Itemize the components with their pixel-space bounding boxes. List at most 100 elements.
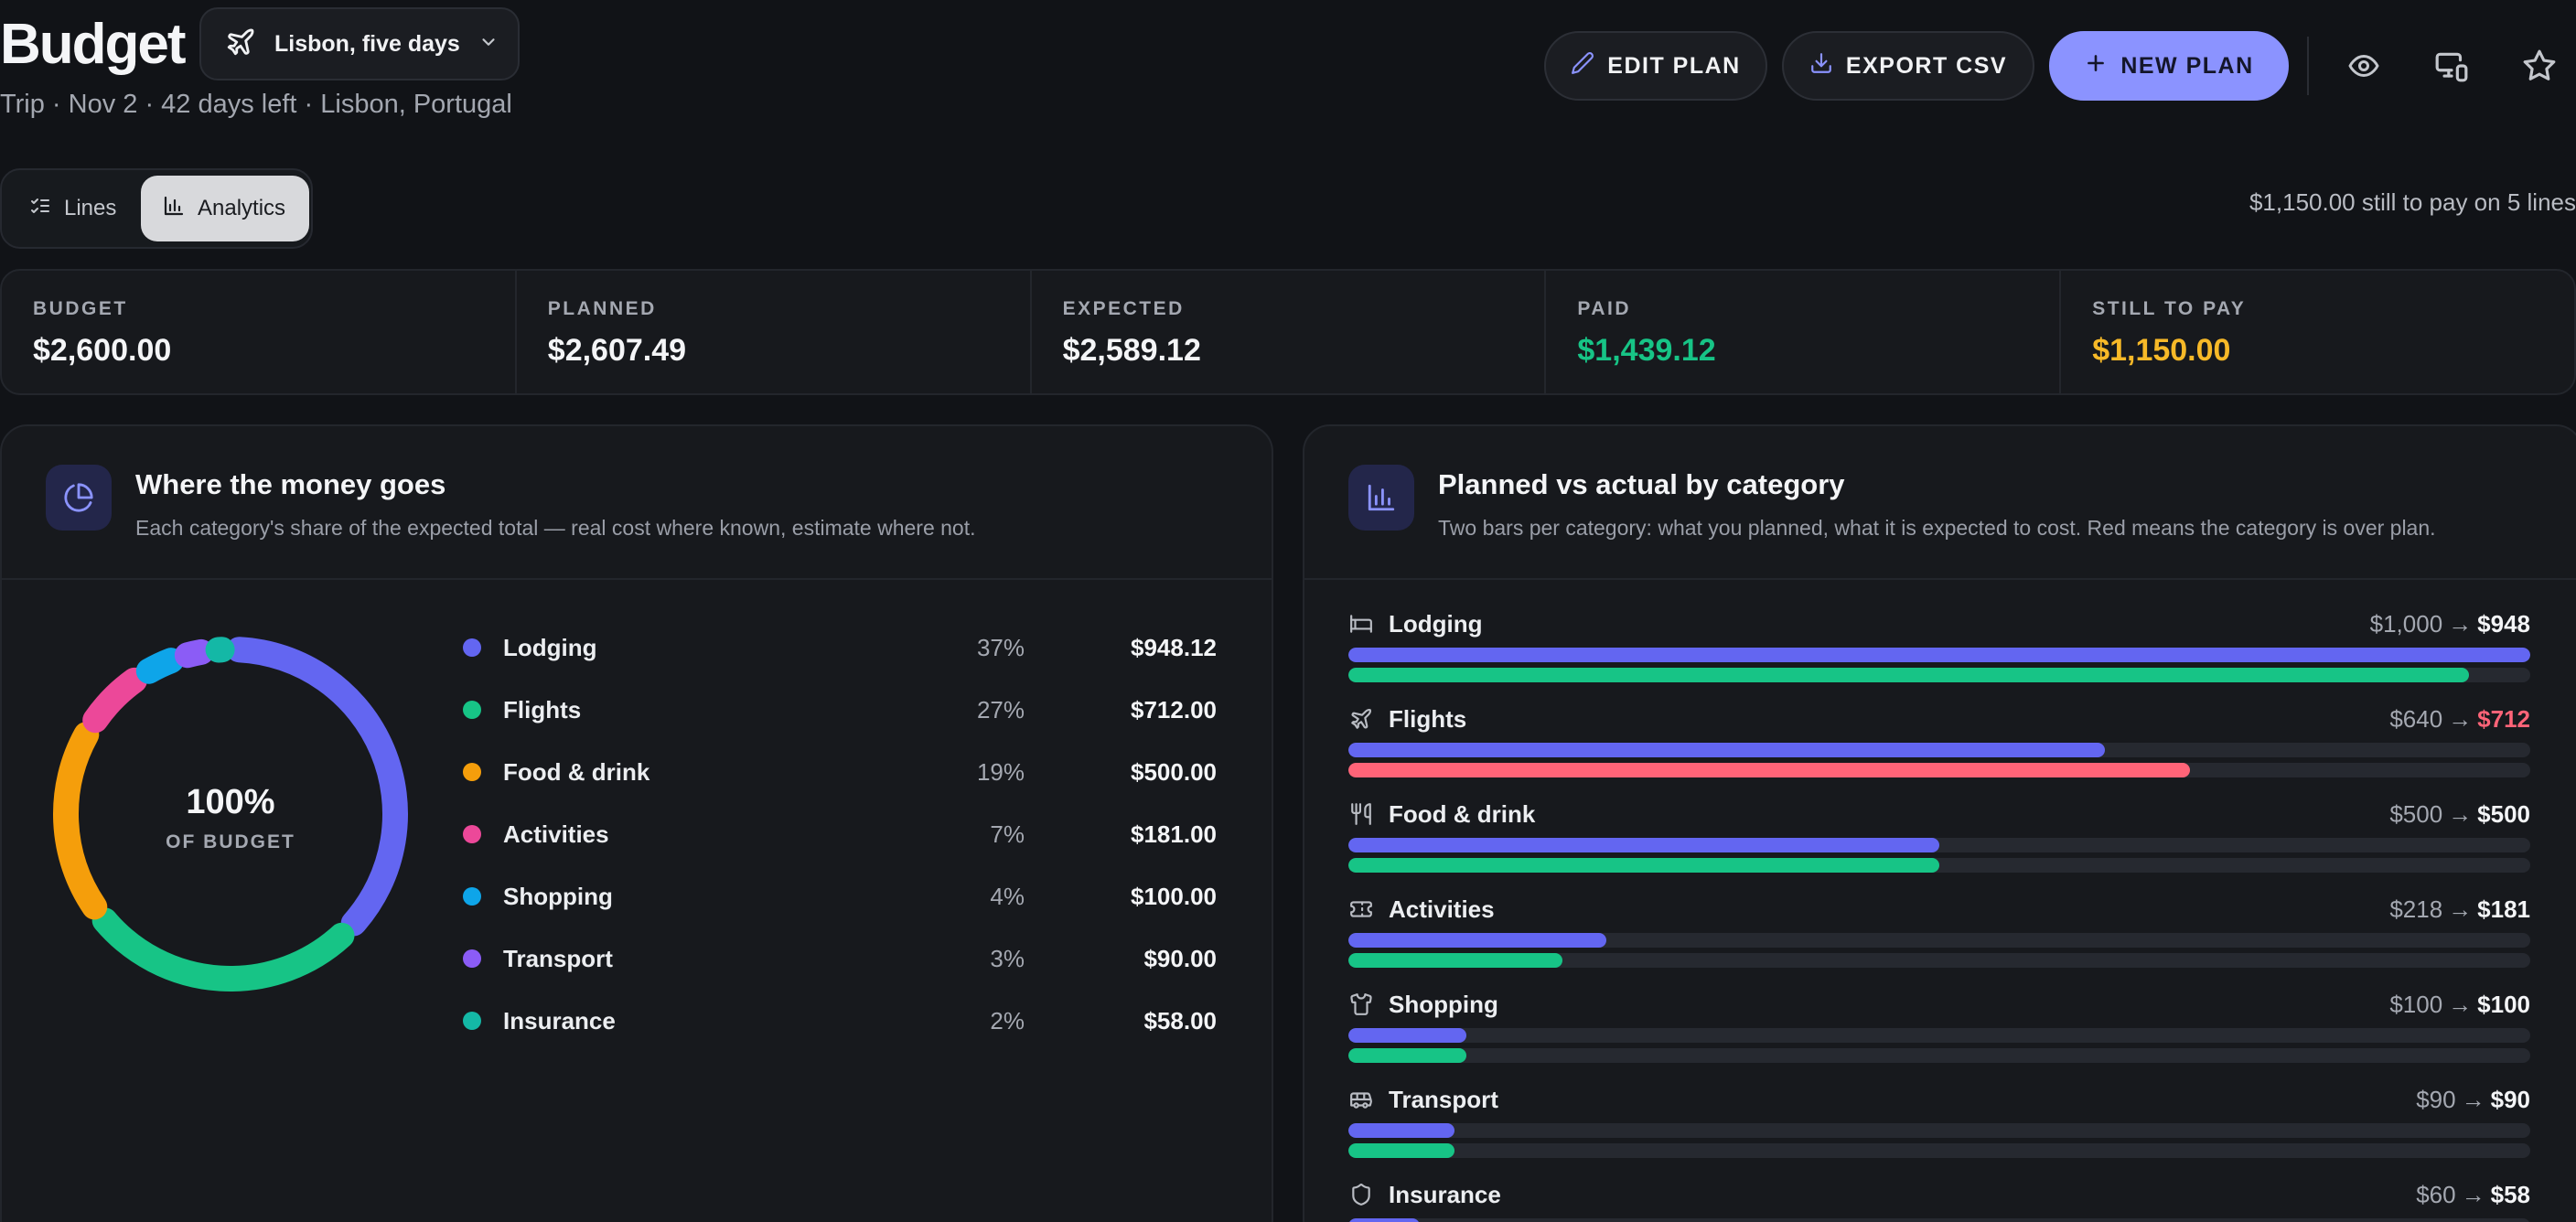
legend-amount: $948.12	[1131, 633, 1217, 661]
category-bars: Lodging $1,000 → $948 Flights $640 → $712 Food &…	[1348, 606, 2530, 1222]
category-name: Lodging	[1389, 609, 1483, 638]
edit-plan-button[interactable]: EDIT PLAN	[1544, 31, 1767, 101]
new-plan-button[interactable]: NEW PLAN	[2049, 31, 2289, 101]
expected-bar	[1348, 953, 1562, 968]
legend-pct: 3%	[990, 944, 1025, 972]
category-name: Transport	[1389, 1085, 1498, 1113]
planned-amount: $640	[2389, 704, 2443, 733]
bar-chart-icon	[163, 195, 185, 223]
download-icon	[1809, 51, 1833, 81]
expected-amount: $90	[2490, 1085, 2530, 1113]
legend-row: Shopping 4% $100.00	[463, 865, 1217, 927]
plus-icon	[2084, 51, 2108, 81]
donut-center: 100% OF BUDGET	[49, 783, 412, 853]
planned-bar	[1348, 1218, 1420, 1222]
new-plan-label: NEW PLAN	[2120, 52, 2254, 79]
expected-amount: $100	[2477, 990, 2530, 1018]
planned-bar	[1348, 743, 2105, 757]
category-values: $90 → $90	[2416, 1086, 2530, 1114]
donut-slice	[82, 667, 147, 734]
page-title: Budget	[0, 13, 187, 76]
expected-amount: $181	[2477, 895, 2530, 923]
kpi-value: $1,150.00	[2092, 333, 2231, 368]
arrow-icon: →	[2448, 704, 2473, 733]
planned-amount: $100	[2389, 990, 2443, 1018]
arrow-icon: →	[2461, 1085, 2485, 1113]
category-name: Insurance	[1389, 1180, 1501, 1208]
kpi-value: $2,589.12	[1062, 333, 1201, 368]
category-values: $640 → $712	[2389, 705, 2530, 734]
kpi-label: BUDGET	[33, 298, 128, 319]
list-checks-icon	[29, 195, 51, 223]
expected-amount: $500	[2477, 799, 2530, 828]
kpi-paid: PAID $1,439.12	[1546, 271, 2062, 393]
pie-chart-icon	[46, 465, 112, 531]
trip-selector-label: Lisbon, five days	[274, 30, 460, 57]
expected-track	[1348, 1048, 2530, 1063]
legend-name: Food & drink	[503, 757, 650, 786]
arrow-icon: →	[2448, 895, 2473, 923]
expected-bar	[1348, 763, 2190, 777]
category-name: Food & drink	[1389, 799, 1536, 828]
category-name: Flights	[1389, 704, 1467, 733]
export-csv-button[interactable]: EXPORT CSV	[1782, 31, 2034, 101]
category-row: Activities $218 → $181	[1348, 891, 2530, 986]
legend-dot	[463, 825, 481, 843]
eye-icon[interactable]	[2340, 42, 2388, 90]
donut-slice	[53, 722, 108, 920]
tab-analytics[interactable]: Analytics	[141, 176, 309, 241]
pencil-icon	[1571, 51, 1594, 81]
planned-amount: $500	[2389, 799, 2443, 828]
category-row-header: Lodging $1,000 → $948	[1348, 606, 2530, 642]
kpi-expected: EXPECTED $2,589.12	[1032, 271, 1547, 393]
legend-row: Activities 7% $181.00	[463, 803, 1217, 865]
star-icon[interactable]	[2516, 42, 2563, 90]
legend-pct: 19%	[976, 757, 1025, 786]
kpi-label: EXPECTED	[1062, 298, 1185, 319]
devices-icon[interactable]	[2428, 42, 2475, 90]
category-row-header: Activities $218 → $181	[1348, 891, 2530, 927]
donut-slice	[135, 648, 184, 684]
legend-name: Shopping	[503, 882, 613, 910]
legend-name: Activities	[503, 820, 609, 848]
planned-bar	[1348, 1123, 1455, 1138]
planned-bar	[1348, 648, 2530, 662]
card-title: Planned vs actual by category	[1438, 468, 1845, 500]
expected-track	[1348, 858, 2530, 873]
tab-lines[interactable]: Lines	[7, 176, 143, 241]
kpi-budget: BUDGET $2,600.00	[2, 271, 517, 393]
expected-track	[1348, 668, 2530, 682]
arrow-icon: →	[2448, 609, 2473, 638]
planned-track	[1348, 743, 2530, 757]
category-row: Transport $90 → $90	[1348, 1081, 2530, 1176]
planned-amount: $60	[2416, 1180, 2456, 1208]
category-row: Shopping $100 → $100	[1348, 986, 2530, 1081]
tab-lines-label: Lines	[64, 196, 117, 220]
legend-amount: $58.00	[1143, 1006, 1217, 1034]
category-legend: Lodging 37% $948.12 Flights 27% $712.00 …	[463, 616, 1217, 1052]
planned-vs-actual-card: Planned vs actual by category Two bars p…	[1303, 424, 2576, 1222]
view-toggle: Lines Analytics	[0, 168, 313, 249]
expected-bar	[1348, 668, 2469, 682]
category-values: $1,000 → $948	[2370, 610, 2530, 638]
chevron-down-icon	[478, 32, 499, 57]
kpi-value: $2,607.49	[547, 333, 687, 368]
trip-selector[interactable]: Lisbon, five days	[199, 7, 520, 80]
legend-amount: $100.00	[1131, 882, 1217, 910]
category-values: $60 → $58	[2416, 1181, 2530, 1209]
legend-dot	[463, 1012, 481, 1030]
legend-pct: 37%	[976, 633, 1025, 661]
bed-icon	[1348, 611, 1374, 637]
export-csv-label: EXPORT CSV	[1845, 52, 2008, 79]
page-subtitle: Trip · Nov 2 · 42 days left · Lisbon, Po…	[0, 90, 512, 119]
legend-name: Insurance	[503, 1006, 616, 1034]
kpi-value: $2,600.00	[33, 333, 172, 368]
legend-amount: $500.00	[1131, 757, 1217, 786]
donut-center-value: 100%	[186, 783, 275, 821]
shield-icon	[1348, 1182, 1374, 1207]
planned-amount: $218	[2389, 895, 2443, 923]
category-row-header: Food & drink $500 → $500	[1348, 796, 2530, 832]
header-divider	[2307, 37, 2309, 95]
kpi-strip: BUDGET $2,600.00 PLANNED $2,607.49 EXPEC…	[0, 269, 2576, 395]
